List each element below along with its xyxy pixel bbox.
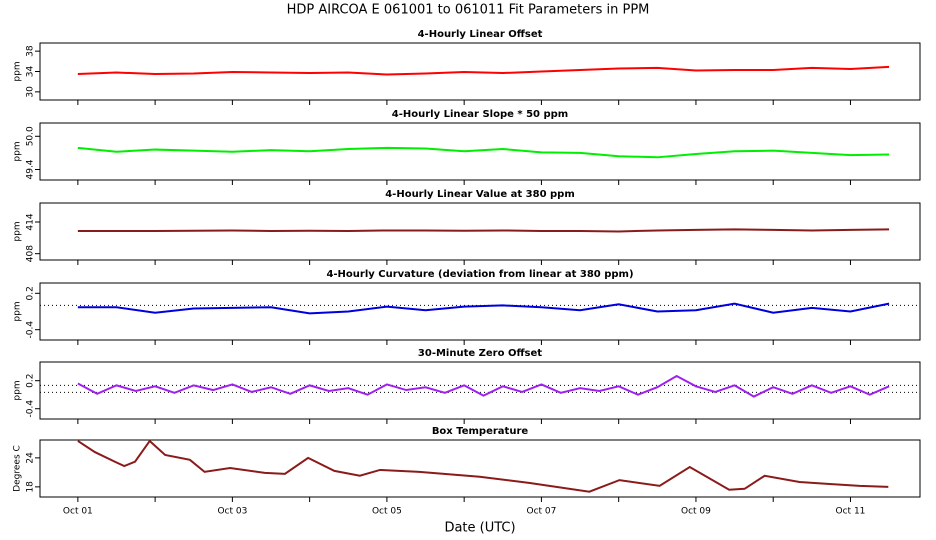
data-line [77,302,890,315]
x-tick-label: Oct 07 [526,507,556,517]
data-line [77,374,890,398]
y-axis-label: ppm [13,61,23,81]
panel-title: 4-Hourly Curvature (deviation from linea… [326,269,633,280]
x-tick-label: Oct 05 [372,507,402,517]
x-tick-label: Oct 09 [681,507,711,517]
y-tick-label: 18 [26,481,36,493]
panel-frame [39,202,921,261]
data-line [77,65,890,76]
y-axis-label: Degrees C [13,445,23,492]
panel-frame [39,282,921,341]
data-line [77,439,889,493]
x-tick-label: Oct 03 [217,507,247,517]
y-axis-label: ppm [13,380,23,400]
y-tick-label: 408 [26,245,36,262]
y-tick-label: 49.4 [26,159,36,179]
y-tick-label: 0.2 [26,374,36,388]
x-axis-label: Date (UTC) [444,521,515,536]
panel-title: 4-Hourly Linear Slope * 50 ppm [392,109,568,120]
panel-frame [39,439,921,498]
y-tick-label: 24 [26,452,36,464]
panel-title: 4-Hourly Linear Value at 380 ppm [385,189,575,200]
y-tick-label: 0.2 [26,286,36,300]
y-tick-label: -0.4 [26,321,36,339]
y-tick-label: 38 [26,45,36,57]
y-axis-label: ppm [13,141,23,161]
y-axis-label: ppm [13,221,23,241]
panel-frame [39,122,921,181]
panel-frame [39,361,921,420]
y-tick-label: -0.4 [26,400,36,418]
y-tick-label: 414 [26,213,36,230]
main-title: HDP AIRCOA E 061001 to 061011 Fit Parame… [287,3,650,18]
y-tick-label: 34 [26,66,36,78]
panel-title: 4-Hourly Linear Offset [418,29,543,40]
y-tick-label: 30 [26,86,36,98]
data-line [77,146,890,159]
panel-title: Box Temperature [432,426,529,437]
y-axis-label: ppm [13,301,23,321]
x-tick-label: Oct 11 [836,507,866,517]
y-tick-label: 50.0 [26,126,36,146]
x-tick-label: Oct 01 [63,507,93,517]
data-line [77,228,890,233]
panel-title: 30-Minute Zero Offset [418,348,542,359]
